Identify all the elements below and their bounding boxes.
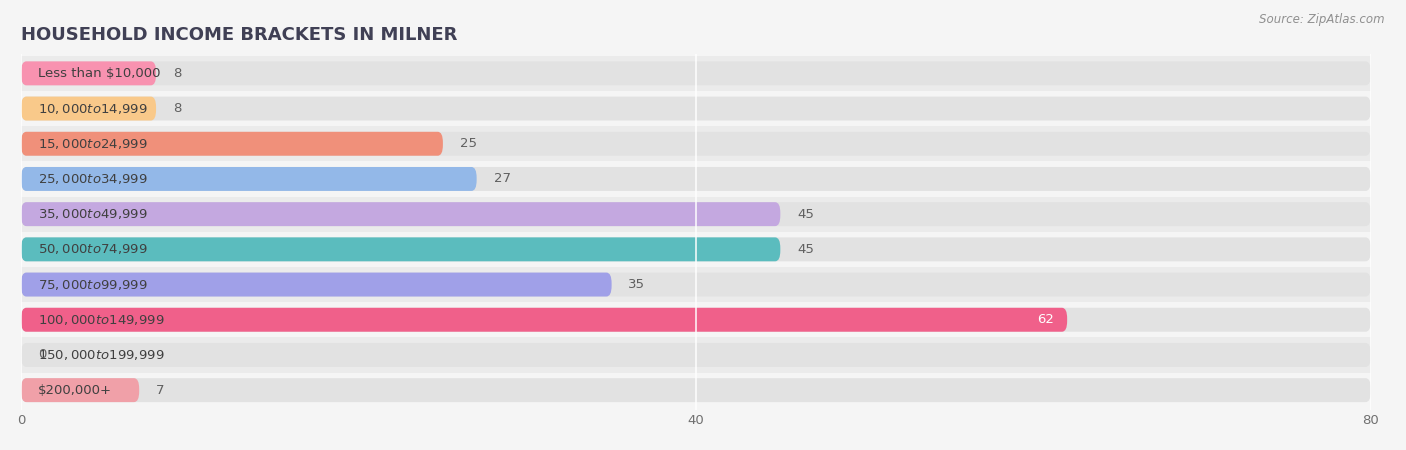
Text: $50,000 to $74,999: $50,000 to $74,999: [38, 243, 148, 256]
FancyBboxPatch shape: [21, 132, 443, 156]
Text: $35,000 to $49,999: $35,000 to $49,999: [38, 207, 148, 221]
FancyBboxPatch shape: [21, 238, 1371, 261]
Text: 0: 0: [38, 348, 46, 361]
Text: 8: 8: [173, 67, 181, 80]
FancyBboxPatch shape: [21, 61, 1371, 86]
FancyBboxPatch shape: [21, 238, 780, 261]
FancyBboxPatch shape: [21, 202, 1371, 226]
FancyBboxPatch shape: [21, 97, 156, 121]
FancyBboxPatch shape: [21, 126, 1371, 162]
FancyBboxPatch shape: [21, 202, 780, 226]
Text: Source: ZipAtlas.com: Source: ZipAtlas.com: [1260, 14, 1385, 27]
FancyBboxPatch shape: [21, 167, 1371, 191]
FancyBboxPatch shape: [21, 302, 1371, 338]
FancyBboxPatch shape: [21, 97, 1371, 121]
FancyBboxPatch shape: [21, 338, 1371, 373]
FancyBboxPatch shape: [21, 232, 1371, 267]
Text: 45: 45: [797, 243, 814, 256]
Text: $150,000 to $199,999: $150,000 to $199,999: [38, 348, 165, 362]
FancyBboxPatch shape: [21, 308, 1371, 332]
Text: $10,000 to $14,999: $10,000 to $14,999: [38, 102, 148, 116]
Text: 8: 8: [173, 102, 181, 115]
Text: Less than $10,000: Less than $10,000: [38, 67, 160, 80]
FancyBboxPatch shape: [21, 273, 1371, 297]
Text: $75,000 to $99,999: $75,000 to $99,999: [38, 278, 148, 292]
Text: 62: 62: [1036, 313, 1053, 326]
FancyBboxPatch shape: [21, 132, 1371, 156]
FancyBboxPatch shape: [21, 61, 156, 86]
FancyBboxPatch shape: [21, 378, 1371, 402]
Text: $100,000 to $149,999: $100,000 to $149,999: [38, 313, 165, 327]
FancyBboxPatch shape: [21, 273, 612, 297]
FancyBboxPatch shape: [21, 167, 477, 191]
Text: HOUSEHOLD INCOME BRACKETS IN MILNER: HOUSEHOLD INCOME BRACKETS IN MILNER: [21, 26, 457, 44]
FancyBboxPatch shape: [21, 197, 1371, 232]
Text: 27: 27: [494, 172, 510, 185]
Text: $25,000 to $34,999: $25,000 to $34,999: [38, 172, 148, 186]
Text: $15,000 to $24,999: $15,000 to $24,999: [38, 137, 148, 151]
Text: 45: 45: [797, 207, 814, 220]
FancyBboxPatch shape: [21, 343, 1371, 367]
FancyBboxPatch shape: [21, 267, 1371, 302]
FancyBboxPatch shape: [21, 373, 1371, 408]
FancyBboxPatch shape: [21, 56, 1371, 91]
Text: 25: 25: [460, 137, 477, 150]
FancyBboxPatch shape: [21, 378, 139, 402]
Text: $200,000+: $200,000+: [38, 384, 112, 396]
Text: 35: 35: [628, 278, 645, 291]
FancyBboxPatch shape: [21, 308, 1067, 332]
FancyBboxPatch shape: [21, 162, 1371, 197]
Text: 7: 7: [156, 384, 165, 396]
FancyBboxPatch shape: [21, 91, 1371, 126]
